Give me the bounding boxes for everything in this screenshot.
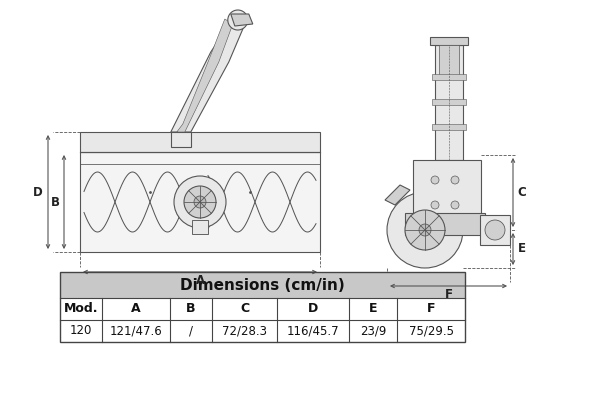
Text: B: B — [186, 302, 196, 316]
Polygon shape — [385, 185, 410, 205]
Text: /: / — [189, 324, 193, 338]
Text: D: D — [33, 186, 43, 198]
Text: 75/29.5: 75/29.5 — [409, 324, 454, 338]
Polygon shape — [231, 14, 253, 26]
Text: Mod.: Mod. — [64, 302, 98, 316]
Bar — [432, 124, 466, 130]
Text: 23/9: 23/9 — [360, 324, 386, 338]
Bar — [432, 74, 466, 80]
Text: E: E — [369, 302, 377, 316]
Text: A: A — [196, 274, 205, 288]
Bar — [80, 152, 320, 252]
Circle shape — [431, 201, 439, 209]
Circle shape — [184, 186, 216, 218]
Text: D: D — [308, 302, 318, 316]
Bar — [60, 272, 465, 342]
Bar — [439, 45, 459, 75]
Circle shape — [174, 176, 226, 228]
Bar — [430, 37, 468, 45]
Text: B: B — [50, 196, 59, 208]
Circle shape — [387, 192, 463, 268]
Text: A: A — [131, 302, 141, 316]
Polygon shape — [177, 19, 233, 132]
Text: C: C — [518, 186, 526, 199]
Bar — [435, 45, 463, 160]
Circle shape — [419, 224, 431, 236]
Circle shape — [451, 201, 459, 209]
Polygon shape — [171, 14, 246, 132]
Circle shape — [431, 176, 439, 184]
Text: 120: 120 — [70, 324, 92, 338]
Text: F: F — [445, 288, 452, 302]
Text: Dimensions (cm/in): Dimensions (cm/in) — [180, 278, 345, 292]
Text: 72/28.3: 72/28.3 — [222, 324, 267, 338]
Circle shape — [485, 220, 505, 240]
Circle shape — [405, 210, 445, 250]
Text: C: C — [240, 302, 249, 316]
Text: 116/45.7: 116/45.7 — [287, 324, 340, 338]
Circle shape — [228, 10, 248, 30]
Bar — [405, 213, 485, 235]
Bar — [480, 215, 510, 245]
Text: 121/47.6: 121/47.6 — [110, 324, 163, 338]
Bar — [171, 132, 191, 147]
Text: F: F — [427, 302, 435, 316]
Bar — [60, 272, 465, 298]
Bar — [432, 99, 466, 105]
Circle shape — [194, 196, 206, 208]
Bar — [413, 160, 481, 215]
Circle shape — [451, 176, 459, 184]
Text: E: E — [518, 242, 526, 256]
Bar — [80, 132, 320, 152]
Bar — [192, 220, 208, 234]
